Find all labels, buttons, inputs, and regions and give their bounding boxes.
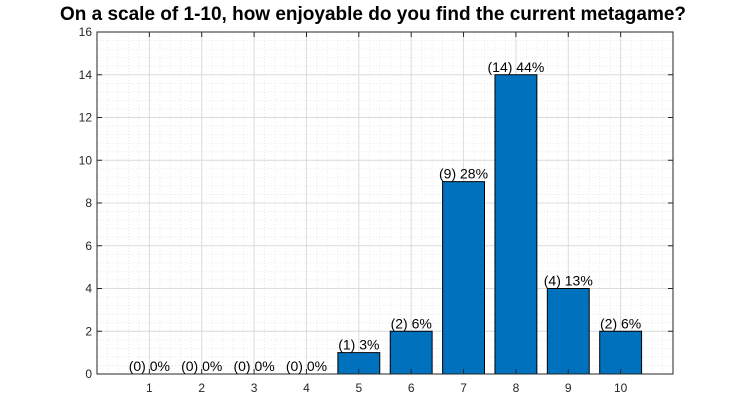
x-tick-label: 1: [146, 381, 153, 395]
y-tick-label: 10: [79, 153, 93, 167]
data-label: (0) 0%: [129, 358, 170, 374]
x-tick-label: 2: [198, 381, 205, 395]
y-tick-label: 8: [85, 196, 92, 210]
data-label: (1) 3%: [338, 337, 379, 353]
bar: [546, 288, 590, 375]
bar: [389, 330, 433, 375]
x-tick-label: 8: [513, 381, 520, 395]
x-tick-label: 5: [355, 381, 362, 395]
data-label: (0) 0%: [286, 358, 327, 374]
y-tick-label: 0: [85, 367, 92, 381]
data-label: (4) 13%: [544, 273, 593, 289]
x-tick-label: 10: [614, 381, 628, 395]
x-tick-label: 7: [460, 381, 467, 395]
bar: [442, 181, 485, 375]
y-tick-label: 4: [85, 282, 92, 296]
x-tick-label: 4: [303, 381, 310, 395]
y-tick-label: 14: [79, 68, 93, 82]
y-tick-label: 2: [85, 324, 92, 338]
x-tick-label: 6: [408, 381, 415, 395]
bar: [599, 330, 643, 375]
y-tick-label: 12: [79, 111, 93, 125]
y-tick-label: 6: [85, 239, 92, 253]
chart-title: On a scale of 1-10, how enjoyable do you…: [59, 4, 687, 25]
y-tick-label: 16: [79, 25, 93, 39]
data-label: (2) 6%: [391, 315, 432, 331]
x-tick-label: 3: [251, 381, 258, 395]
data-label: (9) 28%: [439, 166, 488, 182]
data-label: (0) 0%: [181, 358, 222, 374]
data-label: (0) 0%: [233, 358, 274, 374]
bar: [494, 74, 538, 375]
data-label: (14) 44%: [488, 59, 545, 75]
x-tick-label: 9: [565, 381, 572, 395]
data-label: (2) 6%: [600, 315, 641, 331]
